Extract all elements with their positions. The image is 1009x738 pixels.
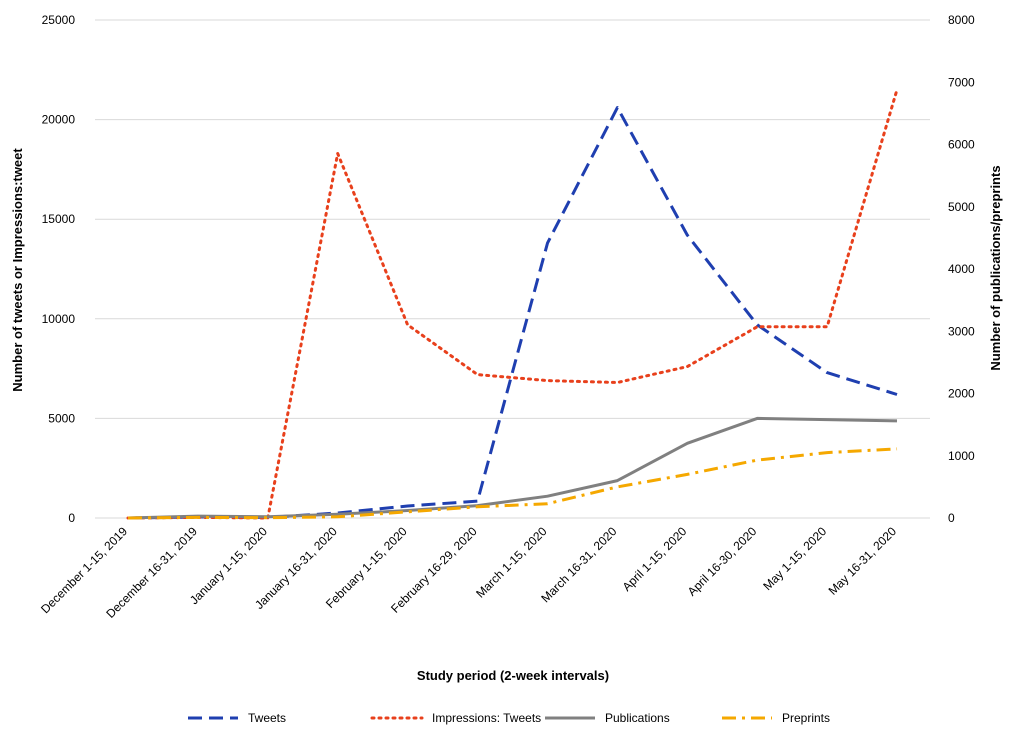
- y-axis-right-title: Number of publications/preprints: [988, 165, 1003, 370]
- x-tick-label: March 16-31, 2020: [538, 524, 619, 605]
- y-right-tick-label: 3000: [948, 324, 975, 338]
- y-right-tick-label: 2000: [948, 387, 975, 401]
- y-left-tick-label: 20000: [42, 113, 76, 127]
- y-right-tick-label: 1000: [948, 449, 975, 463]
- x-tick-label: May 16-31, 2020: [826, 524, 900, 598]
- y-left-tick-label: 0: [68, 511, 75, 525]
- y-right-tick-label: 4000: [948, 262, 975, 276]
- x-tick-label: January 1-15, 2020: [187, 524, 270, 607]
- y-right-tick-label: 6000: [948, 138, 975, 152]
- right-axis-ticks: 0 1000 2000 3000 4000 5000 6000 7000 8000: [948, 13, 975, 525]
- y-left-tick-label: 10000: [42, 312, 76, 326]
- series-line-publications: [127, 416, 898, 520]
- legend-label: Impressions: Tweets: [432, 711, 541, 725]
- y-right-tick-label: 5000: [948, 200, 975, 214]
- y-left-tick-label: 25000: [42, 13, 76, 27]
- y-left-tick-label: 15000: [42, 212, 76, 226]
- series-lines: [126, 88, 899, 520]
- left-axis-ticks: 0 5000 10000 15000 20000 25000: [42, 13, 76, 525]
- legend-label: Publications: [605, 711, 670, 725]
- y-right-tick-label: 0: [948, 511, 955, 525]
- series-line-preprints: [127, 447, 898, 520]
- x-tick-label: April 16-30, 2020: [685, 524, 760, 599]
- legend: Tweets Impressions: Tweets Publications Pre…: [188, 711, 830, 725]
- y-right-tick-label: 8000: [948, 13, 975, 27]
- gridlines: [95, 19, 930, 519]
- legend-label: Tweets: [248, 711, 286, 725]
- series-line-impressions-tweets: [126, 88, 899, 520]
- x-tick-label: May 1-15, 2020: [760, 524, 829, 593]
- y-left-tick-label: 5000: [48, 411, 75, 425]
- y-right-tick-label: 7000: [948, 75, 975, 89]
- x-tick-label: March 1-15, 2020: [473, 524, 550, 601]
- x-axis-title: Study period (2-week intervals): [417, 668, 609, 683]
- y-axis-left-title: Number of tweets or Impressions:tweet: [10, 148, 25, 392]
- legend-label: Preprints: [782, 711, 830, 725]
- x-tick-label: April 1-15, 2020: [620, 524, 690, 594]
